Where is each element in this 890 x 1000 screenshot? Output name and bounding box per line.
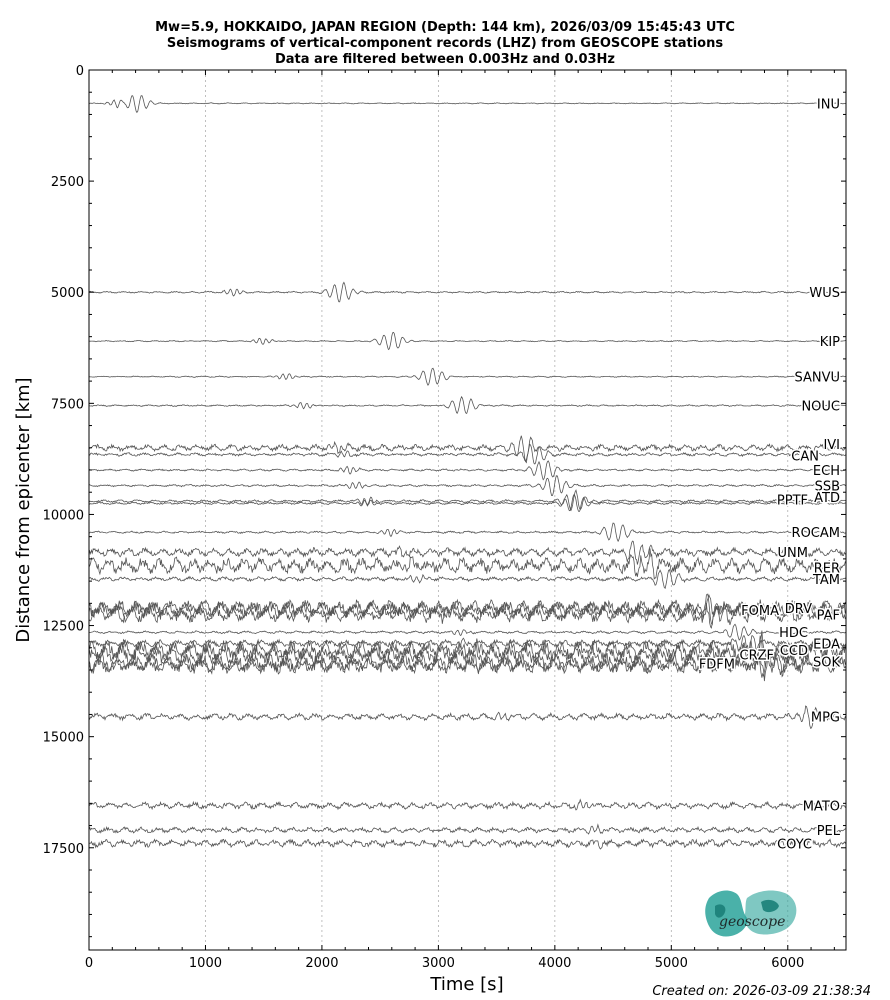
station-label-rocam: ROCAM [792, 526, 840, 541]
trace-fdfm [88, 654, 847, 678]
x-tick-label: 1000 [189, 956, 222, 971]
station-label-mato: MATO [803, 800, 840, 815]
station-label-can: CAN [791, 449, 819, 464]
y-tick-label: 2500 [51, 175, 84, 190]
logo-text: geoscope [719, 914, 785, 930]
y-tick-label: 15000 [43, 731, 84, 746]
trace-group [88, 95, 847, 850]
plot-frame [88, 69, 847, 951]
station-label-coyc: COYC [777, 837, 812, 852]
x-tick-label: 0 [85, 956, 93, 971]
station-label-paf: PAF [817, 608, 840, 623]
trace-paf [88, 603, 847, 629]
y-tick-label: 0 [76, 64, 84, 79]
axis-ticks: 0 1000 2000 3000 4000 5000 6000 0 2500 5000 7500 10… [43, 64, 846, 971]
y-tick-label: 5000 [51, 286, 84, 301]
trace-mato [88, 798, 847, 811]
station-label-drv: DRV [785, 602, 812, 617]
trace-atd [88, 489, 847, 512]
y-tick-label: 7500 [51, 397, 84, 412]
station-label-pptf: PPTF [777, 493, 808, 508]
station-label-foma: FOMA [741, 604, 779, 619]
trace-wus [88, 281, 847, 303]
x-tick-label: 5000 [655, 956, 688, 971]
trace-inu [88, 95, 847, 114]
globe-right-icon [744, 890, 797, 935]
x-tick-label: 2000 [305, 956, 338, 971]
station-label-atd: ATD [814, 491, 840, 506]
trace-kip [88, 331, 847, 351]
trace-ech [88, 460, 847, 481]
chart-title: Mw=5.9, HOKKAIDO, JAPAN REGION (Depth: 1… [155, 20, 735, 35]
globe-left-icon [705, 890, 748, 937]
station-label-fdfm: FDFM [699, 658, 735, 673]
station-label-wus: WUS [809, 286, 840, 301]
trace-unm [88, 540, 847, 565]
trace-ivi [88, 435, 847, 464]
station-label-crzf: CRZF [740, 648, 775, 663]
station-label-ccd: CCD [780, 644, 808, 659]
geoscope-logo: geoscope [705, 890, 797, 937]
station-label-sok: SOK [813, 655, 840, 670]
x-tick-label: 4000 [538, 956, 571, 971]
trace-sanvu [88, 367, 847, 387]
station-label-ssb: SSB [815, 480, 840, 495]
station-label-pel: PEL [817, 824, 841, 839]
station-label-hdc: HDC [779, 626, 808, 641]
station-label-sanvu: SANVU [794, 371, 840, 386]
trace-eda [88, 635, 847, 653]
trace-nouc [89, 395, 846, 414]
station-label-eda: EDA [813, 637, 840, 652]
chart-subtitle-filter: Data are filtered between 0.003Hz and 0.… [275, 52, 615, 67]
trace-tam [88, 568, 847, 590]
trace-mpg [88, 705, 847, 730]
station-label-tam: TAM [812, 573, 840, 588]
trace-coyc [88, 838, 847, 850]
trace-crzf [88, 635, 847, 671]
trace-ssb [88, 475, 847, 497]
trace-pptf [88, 493, 847, 512]
x-tick-label: 6000 [771, 956, 804, 971]
trace-drv [88, 593, 847, 620]
x-tick-label: 3000 [422, 956, 455, 971]
y-tick-label: 10000 [43, 508, 84, 523]
trace-rocam [88, 522, 847, 543]
chart-subtitle: Seismograms of vertical-component record… [167, 36, 723, 51]
station-label-mpg: MPG [811, 711, 840, 726]
station-label-nouc: NOUC [801, 400, 840, 415]
x-axis-label: Time [s] [429, 974, 503, 995]
continents-icon [715, 899, 779, 918]
y-tick-label: 17500 [43, 842, 84, 857]
station-label-ech: ECH [813, 464, 840, 479]
station-label-ivi: IVI [823, 438, 840, 453]
trace-hdc [88, 623, 847, 641]
y-axis-label: Distance from epicenter [km] [13, 377, 34, 642]
station-label-inu: INU [817, 97, 840, 112]
trace-rer [88, 548, 847, 580]
station-label-unm: UNM [778, 546, 808, 561]
y-tick-label: 12500 [43, 620, 84, 635]
trace-foma [88, 593, 847, 626]
station-label-rer: RER [814, 562, 840, 577]
trace-pel [88, 823, 847, 835]
created-timestamp: Created on: 2026-03-09 21:38:34 [652, 984, 871, 999]
grid-lines [205, 70, 789, 950]
trace-can [88, 443, 847, 465]
station-label-kip: KIP [820, 335, 840, 350]
